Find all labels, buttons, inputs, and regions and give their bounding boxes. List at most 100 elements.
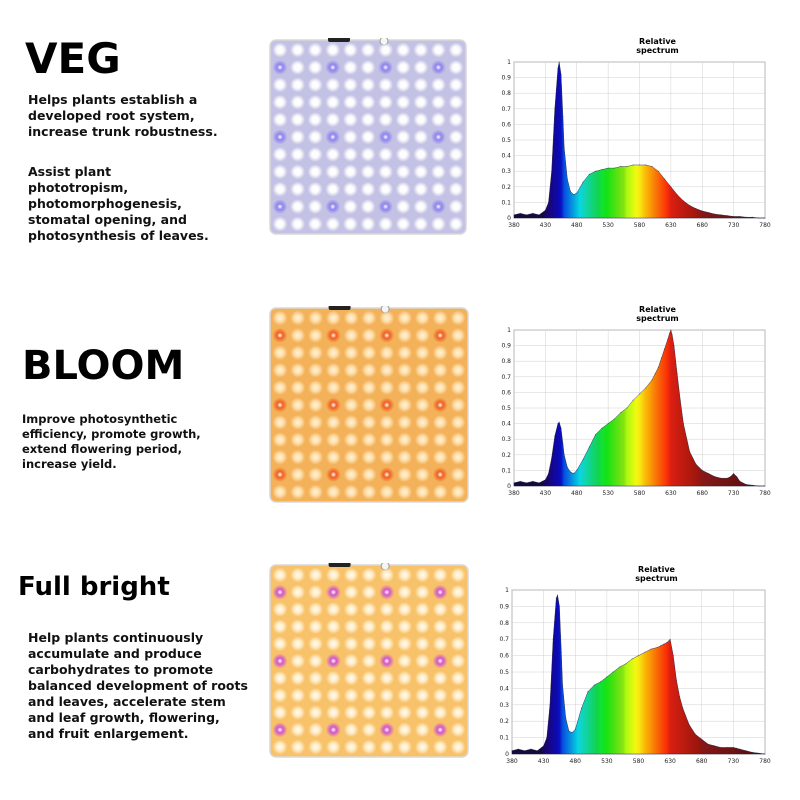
spectrum-point	[519, 212, 521, 214]
spectrum-point	[739, 480, 741, 482]
spectrum-point	[707, 472, 710, 475]
led	[397, 467, 413, 483]
led	[397, 327, 413, 343]
spectrum-point	[720, 477, 722, 479]
led	[272, 380, 288, 396]
led	[290, 397, 306, 413]
led	[343, 601, 359, 617]
spectrum-point	[682, 200, 685, 202]
led	[290, 199, 306, 215]
led	[307, 216, 323, 232]
led	[307, 146, 323, 162]
led	[361, 380, 377, 396]
led	[432, 345, 448, 361]
led	[378, 181, 394, 197]
y-tick-label: 1	[505, 587, 509, 594]
led	[378, 216, 394, 232]
spectrum-point	[638, 393, 641, 395]
led	[397, 432, 413, 448]
led	[450, 653, 466, 669]
led	[379, 705, 395, 721]
led	[325, 670, 341, 686]
led	[379, 467, 395, 483]
y-tick-label: 0.5	[499, 669, 509, 676]
led	[430, 42, 446, 58]
led	[272, 432, 288, 448]
led	[361, 705, 377, 721]
spectrum-point	[620, 165, 622, 168]
spectrum-point	[587, 691, 589, 693]
led	[325, 129, 341, 145]
led	[414, 653, 430, 669]
led	[343, 467, 359, 483]
led	[360, 59, 376, 75]
spectrum-point	[573, 194, 575, 196]
full-bright-spectrum-chart: Relative spectrum 380 430 480 530 580 630 680 730…	[499, 565, 771, 765]
led	[342, 181, 358, 197]
led	[343, 449, 359, 465]
spectrum-point	[573, 472, 575, 475]
led	[397, 397, 413, 413]
led	[343, 310, 359, 326]
led	[325, 164, 341, 180]
led	[379, 567, 395, 583]
x-tick-label: 480	[571, 490, 583, 497]
led	[272, 636, 288, 652]
led	[450, 619, 466, 635]
spectrum-point	[549, 704, 551, 706]
spectrum-point	[554, 108, 556, 110]
spectrum-point	[560, 73, 562, 76]
spectrum-point	[689, 204, 691, 207]
led	[450, 705, 466, 721]
spectrum-point	[745, 216, 747, 218]
spectrum-point	[714, 213, 716, 215]
x-tick-label: 780	[759, 758, 771, 765]
led	[450, 670, 466, 686]
spectrum-point	[511, 750, 513, 752]
led	[413, 112, 429, 128]
spectrum-point	[663, 643, 665, 645]
led	[325, 397, 341, 413]
led	[272, 129, 288, 145]
led	[325, 146, 341, 162]
led	[308, 484, 324, 500]
led	[272, 484, 288, 500]
led	[272, 146, 288, 162]
spectrum-point	[729, 746, 731, 749]
spectrum-point	[576, 192, 578, 194]
led	[290, 484, 306, 500]
led	[290, 181, 306, 197]
x-tick-label: 530	[601, 758, 613, 765]
led	[432, 484, 448, 500]
led	[325, 687, 341, 703]
led	[379, 722, 395, 738]
x-tick-label: 580	[634, 490, 646, 497]
spectrum-point	[673, 345, 675, 347]
led	[361, 432, 377, 448]
led	[397, 670, 413, 686]
led	[448, 164, 464, 180]
led	[395, 42, 411, 58]
led	[414, 397, 430, 413]
led	[343, 619, 359, 635]
led	[414, 432, 430, 448]
led	[290, 619, 306, 635]
led	[290, 216, 306, 232]
spectrum-point	[519, 480, 521, 482]
led	[325, 636, 341, 652]
spectrum-point	[720, 746, 722, 749]
spectrum-point	[726, 477, 728, 479]
spectrum-point	[670, 329, 672, 331]
full-bright-description: Help plants continuously accumulate and …	[28, 630, 248, 741]
led	[432, 653, 448, 669]
spectrum-point	[554, 435, 556, 437]
led	[395, 199, 411, 215]
led	[395, 77, 411, 93]
spectrum-point	[764, 485, 766, 487]
led	[290, 584, 306, 600]
spectrum-area	[511, 594, 766, 755]
led	[325, 467, 341, 483]
spectrum-point	[679, 696, 681, 698]
y-tick-label: 0.4	[499, 685, 509, 692]
led	[450, 584, 466, 600]
